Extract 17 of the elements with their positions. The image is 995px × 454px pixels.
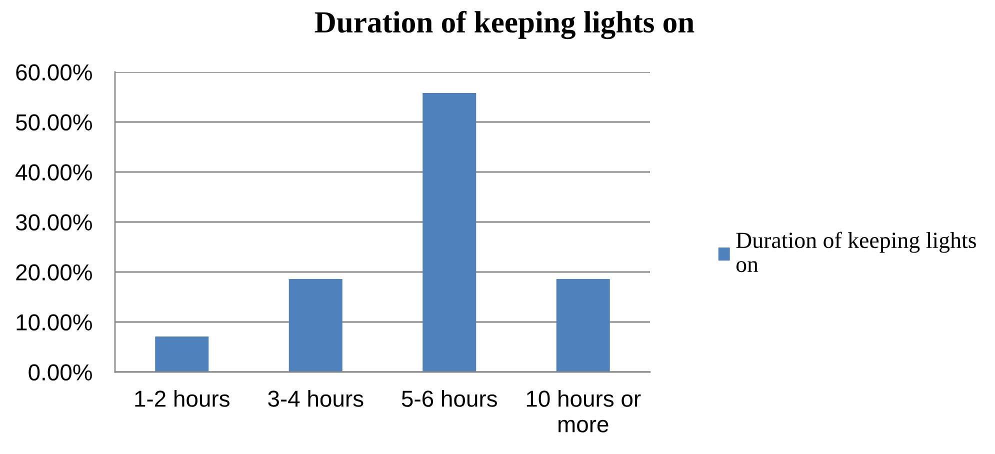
chart-title: Duration of keeping lights on	[314, 10, 694, 40]
x-tick-label: 3-4 hours	[268, 390, 364, 407]
y-tick-label: 10.00%	[16, 314, 92, 331]
y-tick-label: 0.00%	[28, 364, 92, 381]
bar	[422, 93, 476, 372]
x-tick-label: 5-6 hours	[402, 390, 497, 407]
bar	[155, 336, 209, 372]
y-tick-label: 50.00%	[16, 114, 92, 131]
bar	[288, 279, 342, 372]
y-tick-label: 60.00%	[16, 64, 92, 81]
x-tick-label: 1-2 hours	[135, 390, 230, 407]
bar	[556, 279, 610, 372]
y-tick-label: 40.00%	[16, 164, 92, 181]
y-tick-label: 30.00%	[16, 214, 92, 231]
legend-label: Duration of keeping lights on	[736, 232, 976, 272]
x-tick-label: 10 hours or more	[526, 390, 641, 432]
y-tick-label: 20.00%	[16, 264, 92, 281]
